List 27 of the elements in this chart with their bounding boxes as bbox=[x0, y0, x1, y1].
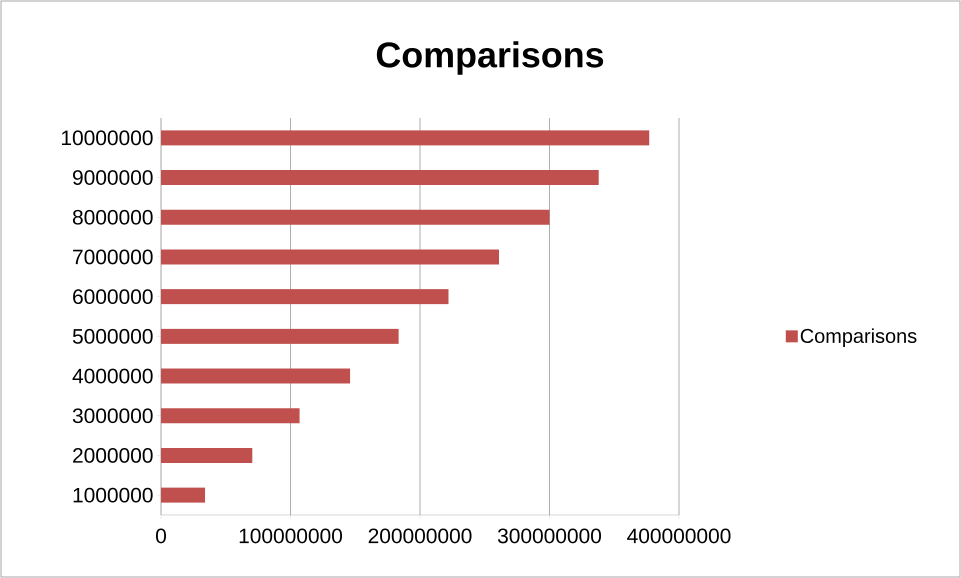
bar bbox=[161, 488, 206, 503]
bar bbox=[161, 328, 399, 344]
y-tick-label: 3000000 bbox=[72, 408, 153, 424]
bar bbox=[161, 210, 550, 225]
x-tick-label: 400000000 bbox=[627, 528, 731, 544]
y-tick-label: 9000000 bbox=[73, 170, 153, 185]
x-tick-label: 100000000 bbox=[240, 528, 342, 544]
bar bbox=[161, 368, 350, 384]
chart-title: Comparisons bbox=[376, 41, 604, 75]
bar bbox=[161, 170, 599, 186]
bar bbox=[161, 408, 300, 424]
bar bbox=[161, 289, 448, 304]
legend-label: Comparisons bbox=[800, 328, 916, 347]
y-tick-label: 8000000 bbox=[72, 210, 153, 225]
y-tick-label: 1000000 bbox=[74, 488, 153, 503]
y-tick-label: 10000000 bbox=[62, 130, 153, 146]
x-tick-label: 0 bbox=[156, 528, 166, 544]
y-tick-label: 2000000 bbox=[73, 448, 153, 463]
bar bbox=[161, 130, 650, 146]
y-tick-label: 5000000 bbox=[72, 328, 153, 344]
y-tick-label: 6000000 bbox=[73, 289, 153, 304]
x-tick-label: 300000000 bbox=[498, 528, 602, 544]
bar bbox=[161, 249, 500, 264]
x-tick-label: 200000000 bbox=[368, 528, 472, 544]
y-tick-label: 7000000 bbox=[73, 250, 153, 264]
y-tick-label: 4000000 bbox=[72, 368, 153, 384]
bar bbox=[161, 448, 252, 463]
